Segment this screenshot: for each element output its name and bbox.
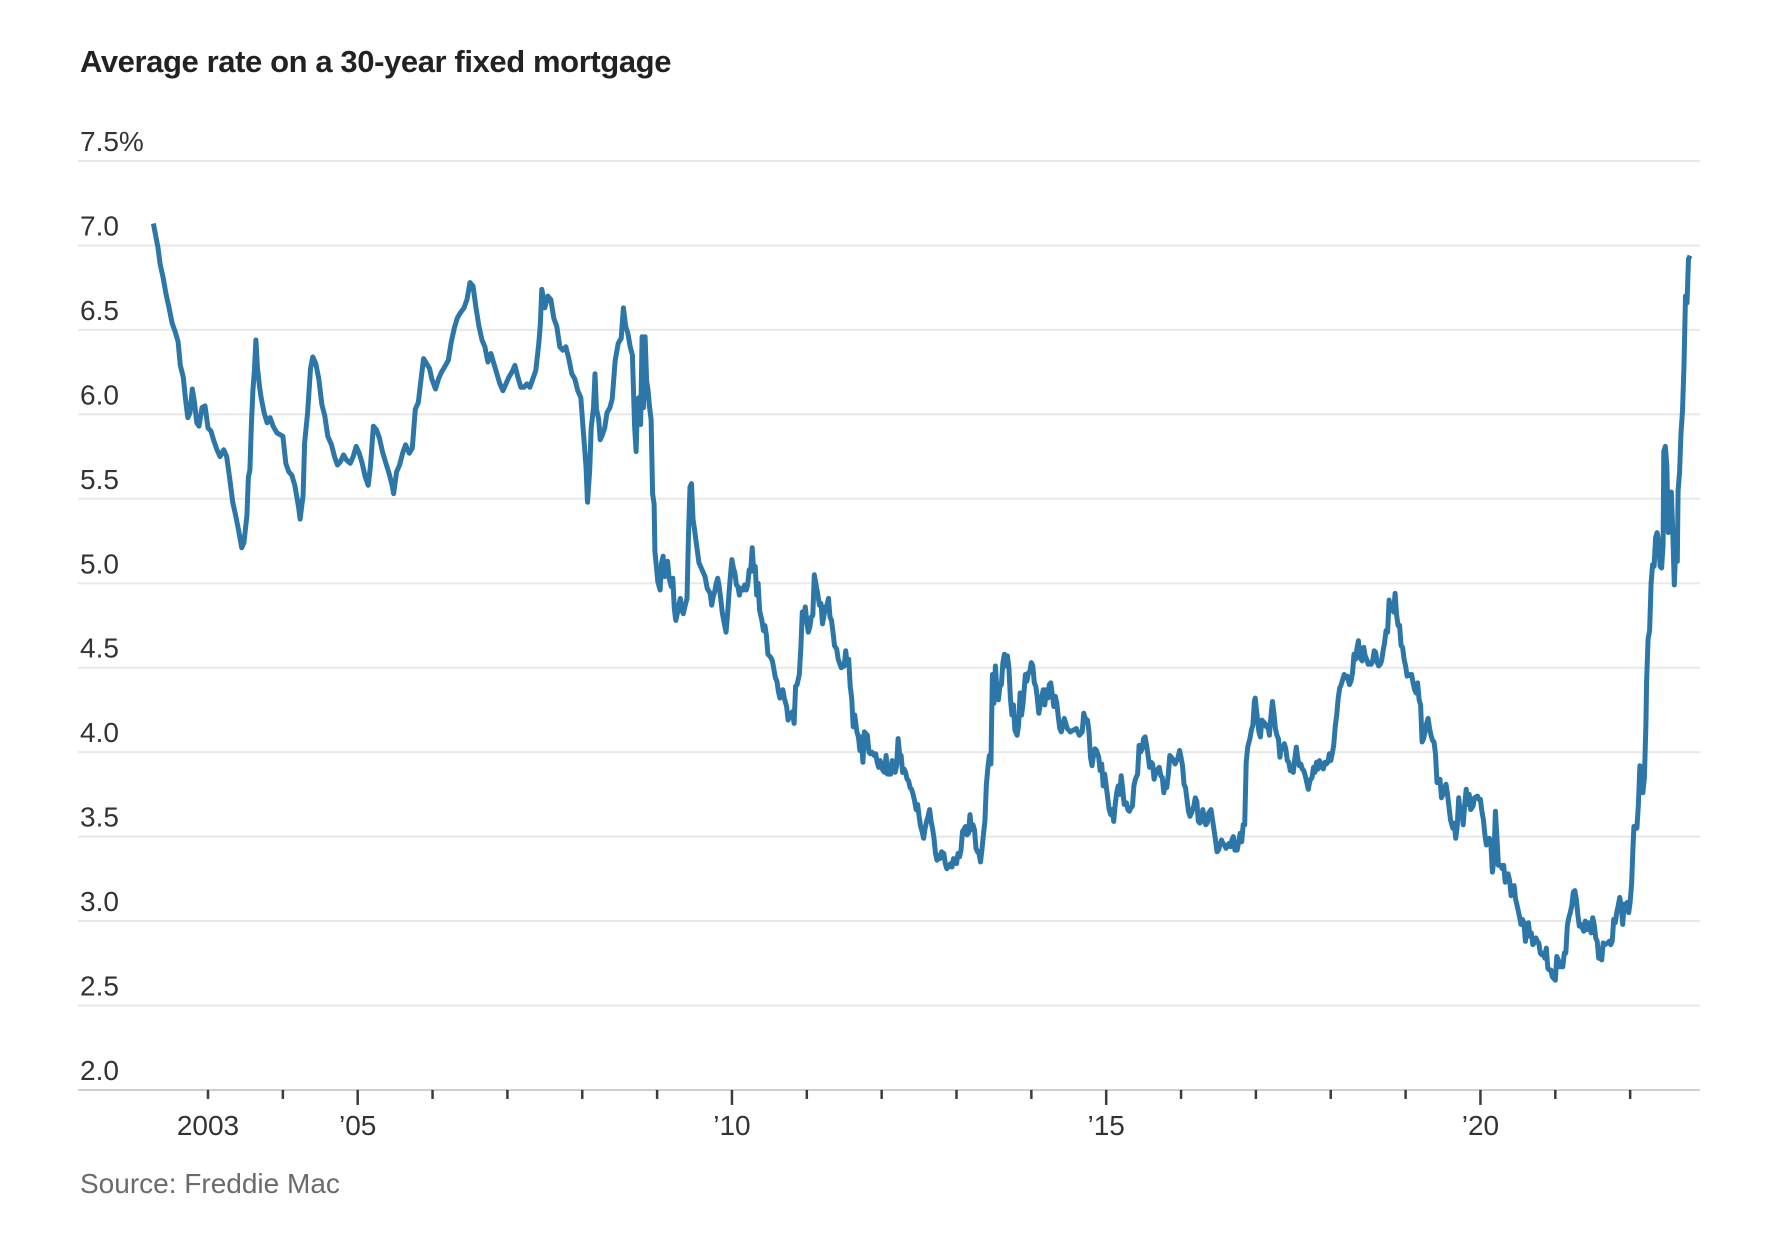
y-axis-label: 3.0 [80,886,119,917]
y-axis-label: 2.0 [80,1055,119,1086]
x-axis-label: ’05 [339,1110,376,1141]
y-axis-label: 5.0 [80,548,119,579]
chart-title: Average rate on a 30-year fixed mortgage [80,44,672,79]
x-axis-label: ’15 [1088,1110,1125,1141]
x-axis-label: ’20 [1462,1110,1499,1141]
y-axis-label: 4.5 [80,633,119,664]
y-axis-label: 5.5 [80,464,119,495]
y-axis-label: 6.5 [80,295,119,326]
y-axis-label: 4.0 [80,717,119,748]
source-note: Source: Freddie Mac [80,1168,340,1199]
y-axis-label: 6.0 [80,379,119,410]
y-axis-label: 7.5% [80,126,144,157]
rate-line [150,223,1693,983]
x-axis-label: 2003 [177,1110,239,1141]
y-axis-label: 7.0 [80,210,119,241]
y-axis-label: 3.5 [80,802,119,833]
x-axis-label: ’10 [713,1110,750,1141]
y-axis-label: 2.5 [80,971,119,1002]
